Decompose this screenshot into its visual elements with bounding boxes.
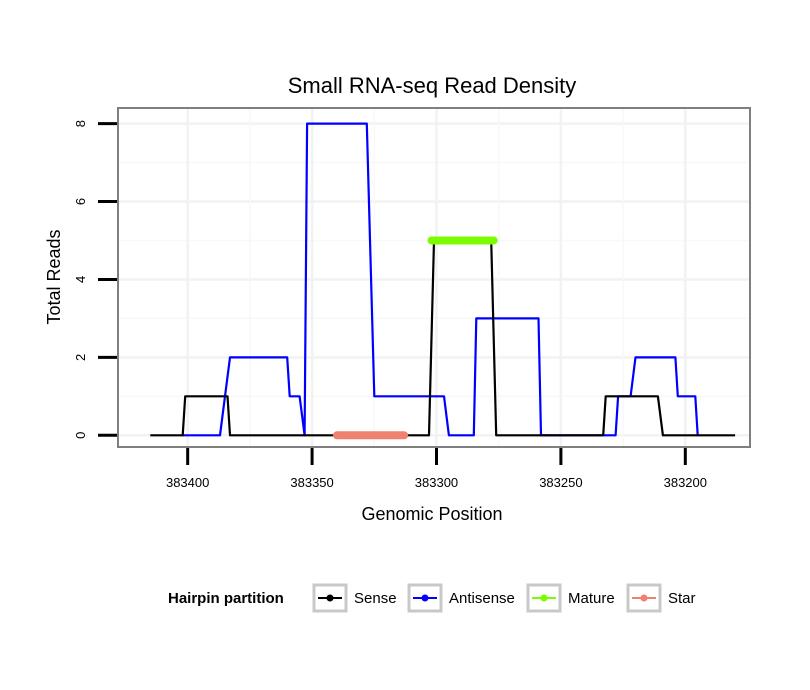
legend-title: Hairpin partition	[168, 590, 284, 607]
legend-key-dot	[421, 594, 429, 602]
y-tick-label: 2	[73, 354, 88, 361]
x-tick-label: 383250	[539, 475, 582, 490]
legend: Hairpin partition Sense Antisense Mature St…	[168, 583, 696, 613]
chart-title: Small RNA-seq Read Density	[288, 73, 577, 98]
plot-border	[117, 107, 751, 448]
x-tick-label: 383300	[415, 475, 458, 490]
y-tick-label: 6	[73, 198, 88, 205]
legend-label: Star	[668, 590, 696, 607]
x-axis: 383400 383350 383300 383250 383200	[166, 448, 707, 490]
legend-label: Mature	[568, 590, 615, 607]
series-layer	[150, 122, 736, 440]
x-tick-label: 383200	[664, 475, 707, 490]
legend-key-dot	[540, 594, 548, 602]
y-axis: 0 2 4 6 8	[73, 120, 117, 439]
y-axis-label: Total Reads	[44, 229, 64, 324]
legend-key-dot	[640, 594, 648, 602]
x-tick-label: 383400	[166, 475, 209, 490]
legend-label: Antisense	[449, 590, 515, 607]
y-tick-label: 8	[73, 120, 88, 127]
y-tick-label: 0	[73, 432, 88, 439]
legend-label: Sense	[354, 590, 397, 607]
series-line-sense	[150, 239, 736, 437]
legend-key-dot	[326, 594, 334, 602]
x-axis-label: Genomic Position	[361, 504, 502, 524]
x-tick-label: 383350	[290, 475, 333, 490]
y-tick-label: 4	[73, 276, 88, 283]
series-line-antisense	[182, 122, 699, 437]
